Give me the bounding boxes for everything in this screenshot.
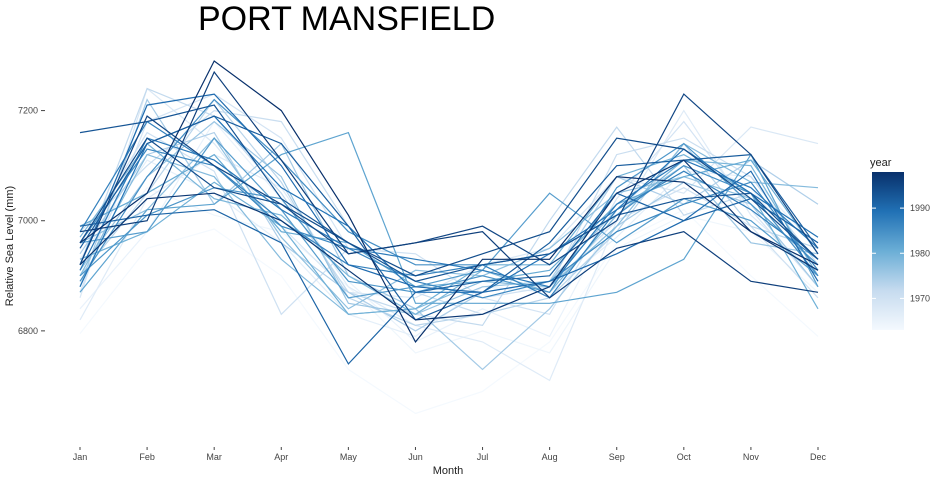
series-line-1994 bbox=[79, 137, 819, 277]
series-line-1974 bbox=[79, 131, 819, 332]
x-tick-label-oct: Oct bbox=[677, 452, 692, 462]
series-line-1982 bbox=[79, 131, 819, 304]
x-tick-label-feb: Feb bbox=[139, 452, 155, 462]
series-line-1998 bbox=[79, 60, 819, 343]
series-line-1984 bbox=[79, 142, 819, 293]
series-line-1987 bbox=[79, 120, 819, 299]
y-tick-label-7000: 7000 bbox=[18, 216, 38, 226]
x-tick-label-jul: Jul bbox=[477, 452, 489, 462]
legend-title: year bbox=[870, 157, 892, 169]
x-axis: Jan Feb Mar Apr May Jun Jul Aug Sep Oct Nov Dec bbox=[73, 447, 827, 462]
x-tick-label-apr: Apr bbox=[274, 452, 288, 462]
x-tick-label-jun: Jun bbox=[408, 452, 423, 462]
legend-colorbar bbox=[872, 172, 904, 330]
legend-tick-label-1980: 1980 bbox=[910, 248, 930, 258]
chart-title: PORT MANSFIELD bbox=[198, 0, 495, 38]
x-axis-label: Month bbox=[433, 465, 464, 477]
x-tick-label-dec: Dec bbox=[810, 452, 827, 462]
x-tick-label-nov: Nov bbox=[743, 452, 760, 462]
series-lines bbox=[79, 60, 819, 415]
series-line-1992 bbox=[79, 115, 819, 321]
y-tick-label-7200: 7200 bbox=[18, 106, 38, 116]
series-line-1983 bbox=[79, 137, 819, 299]
series-line-1991 bbox=[79, 192, 819, 365]
x-tick-label-jan: Jan bbox=[73, 452, 88, 462]
series-line-1993 bbox=[79, 104, 819, 282]
y-axis-label: Relative Sea Level (mm) bbox=[4, 186, 16, 306]
series-line-1967 bbox=[79, 109, 819, 382]
series-line-1996 bbox=[79, 70, 819, 299]
legend-tick-label-1990: 1990 bbox=[910, 203, 930, 213]
y-tick-label-6800: 6800 bbox=[18, 326, 38, 336]
legend-tick-label-1970: 1970 bbox=[910, 293, 930, 303]
series-line-1970 bbox=[79, 131, 819, 316]
series-line-1963 bbox=[79, 208, 819, 415]
year-legend: year 1970 1980 1990 bbox=[870, 157, 930, 330]
series-line-1965 bbox=[79, 120, 819, 343]
series-line-1989 bbox=[79, 115, 819, 293]
series-line-1975 bbox=[79, 98, 819, 371]
series-line-1968 bbox=[79, 87, 819, 299]
series-line-1995 bbox=[79, 93, 819, 266]
series-line-1997 bbox=[79, 159, 819, 321]
series-line-1966 bbox=[79, 159, 819, 338]
y-axis: 6800 7000 7200 bbox=[18, 106, 45, 336]
x-tick-label-mar: Mar bbox=[206, 452, 222, 462]
x-tick-label-aug: Aug bbox=[542, 452, 558, 462]
series-line-1978 bbox=[79, 142, 819, 315]
x-tick-label-sep: Sep bbox=[609, 452, 625, 462]
x-tick-label-may: May bbox=[340, 452, 358, 462]
